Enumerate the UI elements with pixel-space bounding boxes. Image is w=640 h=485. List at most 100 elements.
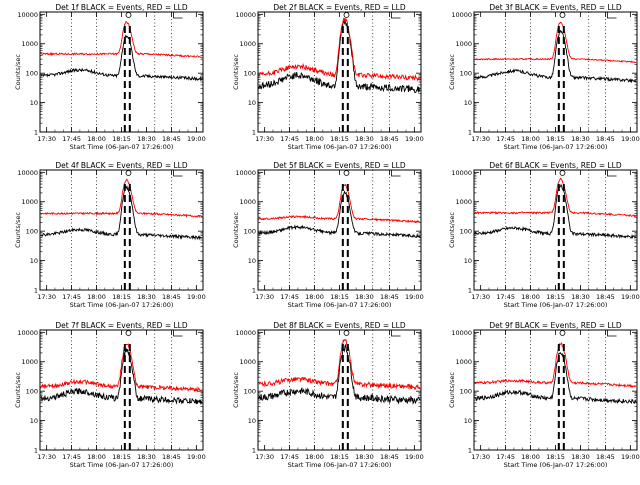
x-tick-label: 18:30	[355, 135, 374, 143]
series-line-lld	[40, 343, 203, 393]
x-tick-label: 19:00	[621, 453, 640, 461]
x-axis-label: Start Time (06-Jan-07 17:26:00)	[288, 143, 392, 151]
y-tick-label: 10000	[235, 329, 256, 337]
panel-title: Det 4f BLACK = Events, RED = LLD	[55, 161, 188, 170]
x-tick-label: 17:30	[255, 453, 274, 461]
x-tick-label: 18:45	[162, 453, 181, 461]
detector-panel-6: Det 6f BLACK = Events, RED = LLD Counts/s…	[448, 161, 640, 309]
y-tick-label: 10000	[451, 329, 472, 337]
series-line-lld	[40, 178, 203, 219]
panel-title: Det 7f BLACK = Events, RED = LLD	[55, 321, 188, 330]
y-axis-label: Counts/sec	[14, 372, 22, 408]
x-axis-label: Start Time (06-Jan-07 17:26:00)	[504, 461, 608, 469]
series-line-events	[474, 29, 637, 84]
y-tick-label: 1000	[21, 198, 38, 206]
series-line-lld	[474, 21, 637, 64]
y-tick-label: 1	[34, 287, 38, 295]
peak-marker-circle	[343, 170, 350, 176]
y-axis-label: Counts/sec	[232, 212, 240, 248]
series-line-events	[258, 20, 421, 94]
y-tick-label: 100	[26, 228, 38, 236]
x-tick-label: 17:30	[471, 135, 490, 143]
x-tick-label: 18:00	[521, 293, 540, 301]
attenuator-marker	[173, 170, 183, 177]
series-line-events	[258, 343, 421, 405]
y-axis-label: Counts/sec	[14, 54, 22, 90]
x-axis-label: Start Time (06-Jan-07 17:26:00)	[288, 461, 392, 469]
panel-title: Det 3f BLACK = Events, RED = LLD	[489, 3, 622, 12]
x-tick-label: 18:30	[571, 135, 590, 143]
y-tick-label: 1	[34, 447, 38, 455]
detector-panel-8: Det 8f BLACK = Events, RED = LLD Counts/s…	[232, 321, 424, 469]
peak-marker-circle	[559, 12, 566, 18]
x-tick-label: 19:00	[405, 135, 424, 143]
y-tick-label: 10	[30, 417, 38, 425]
y-tick-label: 1000	[21, 40, 38, 48]
y-tick-label: 100	[244, 70, 256, 78]
detector-panel-4: Det 4f BLACK = Events, RED = LLD Counts/s…	[14, 161, 206, 309]
x-tick-label: 17:30	[37, 135, 56, 143]
x-tick-label: 19:00	[621, 293, 640, 301]
x-tick-label: 18:45	[596, 135, 615, 143]
x-tick-label: 18:30	[571, 293, 590, 301]
y-tick-label: 100	[26, 388, 38, 396]
y-tick-label: 100	[460, 70, 472, 78]
series-line-events	[40, 185, 203, 241]
y-tick-label: 10	[464, 257, 472, 265]
x-tick-label: 18:15	[330, 453, 349, 461]
y-tick-label: 1	[34, 129, 38, 137]
x-tick-label: 18:00	[305, 453, 324, 461]
detector-panel-9: Det 9f BLACK = Events, RED = LLD Counts/s…	[448, 321, 640, 469]
y-tick-label: 10	[464, 99, 472, 107]
peak-marker-circle	[125, 170, 132, 176]
y-tick-label: 10000	[451, 11, 472, 19]
y-axis-label: Counts/sec	[232, 54, 240, 90]
y-tick-label: 100	[460, 388, 472, 396]
attenuator-marker	[173, 330, 183, 337]
attenuator-marker	[391, 12, 401, 19]
x-axis-label: Start Time (06-Jan-07 17:26:00)	[70, 143, 174, 151]
series-line-lld	[474, 177, 637, 218]
peak-marker-circle	[343, 330, 350, 336]
x-tick-label: 17:45	[280, 453, 299, 461]
x-tick-label: 17:30	[471, 293, 490, 301]
plot-frame	[257, 11, 422, 133]
x-tick-label: 18:15	[546, 453, 565, 461]
y-tick-label: 1	[252, 287, 256, 295]
x-axis-label: Start Time (06-Jan-07 17:26:00)	[70, 301, 174, 309]
x-tick-label: 18:00	[521, 135, 540, 143]
x-tick-label: 18:15	[112, 453, 131, 461]
panel-title: Det 5f BLACK = Events, RED = LLD	[273, 161, 406, 170]
x-tick-label: 17:45	[496, 293, 515, 301]
y-tick-label: 1	[252, 447, 256, 455]
series-line-events	[40, 347, 203, 405]
x-tick-label: 17:45	[62, 135, 81, 143]
panel-title: Det 8f BLACK = Events, RED = LLD	[273, 321, 406, 330]
x-tick-label: 18:30	[355, 293, 374, 301]
x-tick-label: 17:30	[37, 453, 56, 461]
panel-title: Det 6f BLACK = Events, RED = LLD	[489, 161, 622, 170]
x-tick-label: 18:45	[596, 453, 615, 461]
y-axis-label: Counts/sec	[448, 54, 456, 90]
peak-marker-circle	[125, 330, 132, 336]
series-line-lld	[258, 17, 421, 82]
y-tick-label: 10	[30, 99, 38, 107]
attenuator-marker	[607, 330, 617, 337]
x-tick-label: 19:00	[405, 293, 424, 301]
x-tick-label: 18:00	[521, 453, 540, 461]
x-tick-label: 19:00	[187, 293, 206, 301]
x-tick-label: 18:15	[546, 293, 565, 301]
x-tick-label: 17:45	[62, 453, 81, 461]
y-tick-label: 1	[252, 129, 256, 137]
series-line-events	[258, 190, 421, 239]
x-tick-label: 18:30	[137, 453, 156, 461]
y-tick-label: 1000	[455, 40, 472, 48]
x-tick-label: 17:45	[62, 293, 81, 301]
x-tick-label: 18:00	[87, 293, 106, 301]
y-tick-label: 1000	[239, 198, 256, 206]
x-tick-label: 19:00	[621, 135, 640, 143]
x-tick-label: 18:15	[546, 135, 565, 143]
x-tick-label: 18:30	[137, 135, 156, 143]
x-tick-label: 18:00	[305, 293, 324, 301]
